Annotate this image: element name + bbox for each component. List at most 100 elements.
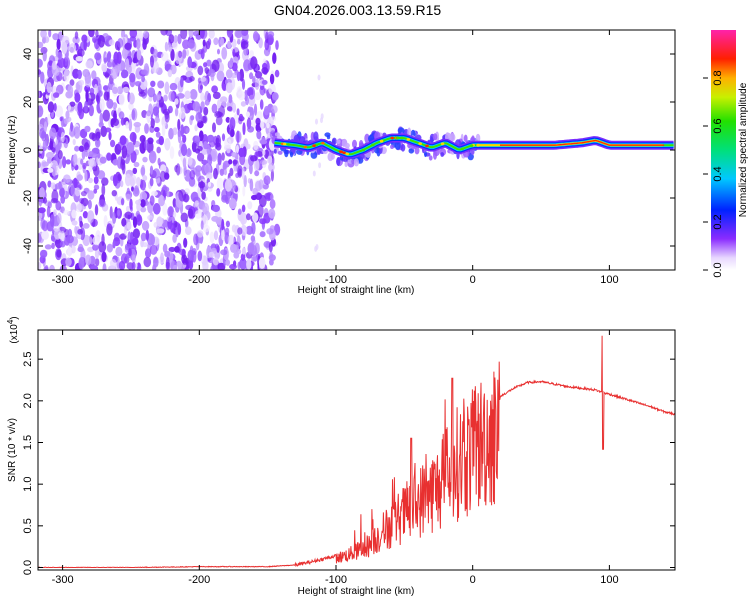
ridge-blob <box>428 155 433 161</box>
y-tick-label: 40 <box>22 48 34 60</box>
noise-blob <box>150 234 155 246</box>
noise-blob <box>274 69 280 78</box>
noise-blob <box>127 231 132 244</box>
noise-blob <box>153 48 158 58</box>
noise-blob <box>128 118 133 132</box>
noise-blob <box>187 56 193 68</box>
noise-blob <box>129 131 137 143</box>
noise-blob <box>140 199 146 208</box>
noise-blob <box>222 163 227 171</box>
noise-blob <box>126 221 132 230</box>
noise-blob <box>84 254 92 266</box>
noise-blob <box>228 159 233 165</box>
ridge-blob <box>344 161 348 167</box>
noise-blob <box>207 153 213 167</box>
noise-blob <box>170 260 178 270</box>
noise-blob <box>103 91 110 101</box>
noise-blob <box>106 98 114 109</box>
noise-blob <box>183 237 188 248</box>
noise-blob <box>268 162 275 172</box>
ridge-blob <box>293 134 301 143</box>
noise-blob <box>140 69 148 75</box>
noise-blob <box>239 68 245 82</box>
noise-blob <box>177 223 182 235</box>
noise-blob <box>210 265 217 270</box>
noise-blob <box>99 98 105 112</box>
noise-blob <box>38 90 41 98</box>
noise-blob <box>125 121 129 129</box>
noise-blob <box>168 44 173 52</box>
noise-blob <box>57 52 63 60</box>
spectrogram-ylabel: Frequency (Hz) <box>7 116 18 185</box>
noise-blob <box>224 79 228 85</box>
noise-blob <box>170 48 175 62</box>
noise-blob <box>143 256 152 268</box>
noise-blob <box>197 65 204 76</box>
noise-blob <box>106 243 113 253</box>
noise-blob <box>194 135 201 142</box>
noise-blob <box>116 86 124 95</box>
ridge-blob <box>331 137 337 145</box>
noise-blob <box>246 258 252 270</box>
noise-blob <box>237 208 242 215</box>
noise-blob <box>215 137 220 144</box>
noise-blob <box>211 85 219 93</box>
noise-blob <box>182 49 187 59</box>
noise-blob <box>112 159 119 166</box>
noise-blob <box>264 105 270 116</box>
noise-blob <box>232 102 237 113</box>
noise-blob <box>49 140 54 150</box>
noise-blob <box>57 150 63 160</box>
noise-blob <box>225 220 230 228</box>
noise-blob <box>139 78 148 90</box>
noise-blob <box>119 135 127 146</box>
noise-blob <box>271 92 279 101</box>
noise-blob <box>132 237 139 246</box>
noise-blob <box>239 113 243 120</box>
y-tick-label: 0 <box>22 147 34 153</box>
noise-blob <box>204 99 210 106</box>
noise-blob <box>148 150 157 164</box>
noise-blob <box>254 170 260 177</box>
x-tick-label: -200 <box>188 574 210 586</box>
noise-blob <box>72 72 79 79</box>
ridge-blob <box>341 138 348 148</box>
noise-blob <box>46 81 52 94</box>
noise-blob <box>250 56 258 70</box>
noise-blob <box>135 199 142 205</box>
noise-blob <box>132 216 138 229</box>
noise-blob <box>155 131 161 138</box>
noise-blob <box>236 130 240 144</box>
noise-blob <box>72 154 78 167</box>
noise-blob <box>60 195 66 204</box>
noise-blob <box>92 235 101 246</box>
noise-blob <box>85 89 89 103</box>
noise-blob <box>177 118 181 131</box>
noise-blob <box>149 244 158 255</box>
noise-blob <box>98 241 107 253</box>
noise-blob <box>248 86 256 100</box>
noise-blob <box>147 87 156 98</box>
noise-blob <box>164 81 170 95</box>
noise-blob <box>133 161 140 168</box>
noise-blob <box>136 49 142 61</box>
noise-blob <box>47 167 54 173</box>
noise-blob <box>315 244 319 250</box>
ridge-blob <box>394 140 401 151</box>
noise-blob <box>241 40 249 49</box>
noise-blob <box>231 151 237 158</box>
noise-blob <box>254 78 260 90</box>
noise-blob <box>120 180 124 188</box>
noise-blob <box>200 76 207 82</box>
noise-blob <box>177 33 182 45</box>
noise-blob <box>98 83 102 94</box>
noise-blob <box>152 203 161 215</box>
noise-blob <box>80 158 84 165</box>
noise-blob <box>112 240 116 249</box>
noise-blob <box>124 42 132 51</box>
noise-blob <box>206 59 212 67</box>
noise-blob <box>109 206 113 219</box>
noise-blob <box>53 102 57 112</box>
noise-blob <box>60 131 65 143</box>
colorbar-tick-label: 0.0 <box>712 262 724 277</box>
